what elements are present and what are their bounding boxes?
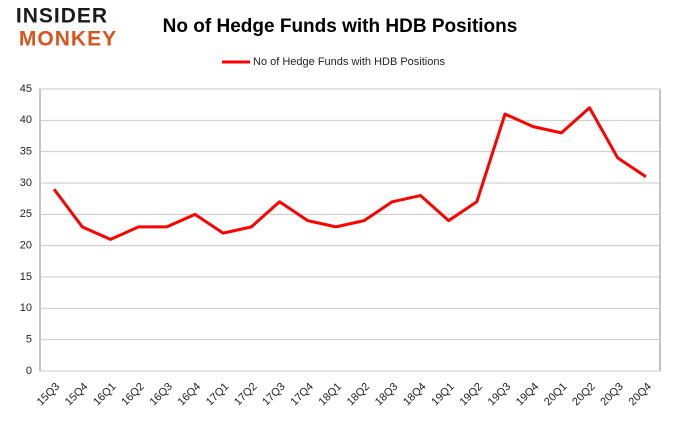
y-tick-label: 40 xyxy=(20,114,32,126)
y-tick-label: 35 xyxy=(20,146,32,158)
y-tick-label: 0 xyxy=(26,365,32,377)
legend-label: No of Hedge Funds with HDB Positions xyxy=(253,56,445,68)
logo-bottom: MONKEY xyxy=(19,28,117,51)
y-tick-label: 30 xyxy=(20,177,32,189)
data-line xyxy=(52,106,647,241)
y-tick-label: 10 xyxy=(20,302,32,314)
y-tick-label: 20 xyxy=(20,240,32,252)
y-tick-label: 5 xyxy=(26,334,32,346)
y-tick-label: 25 xyxy=(20,208,32,220)
y-tick-label: 45 xyxy=(20,83,32,95)
logo-top: INSIDER xyxy=(16,5,108,28)
chart-title: No of Hedge Funds with HDB Positions xyxy=(163,16,518,37)
y-tick-label: 15 xyxy=(20,271,32,283)
